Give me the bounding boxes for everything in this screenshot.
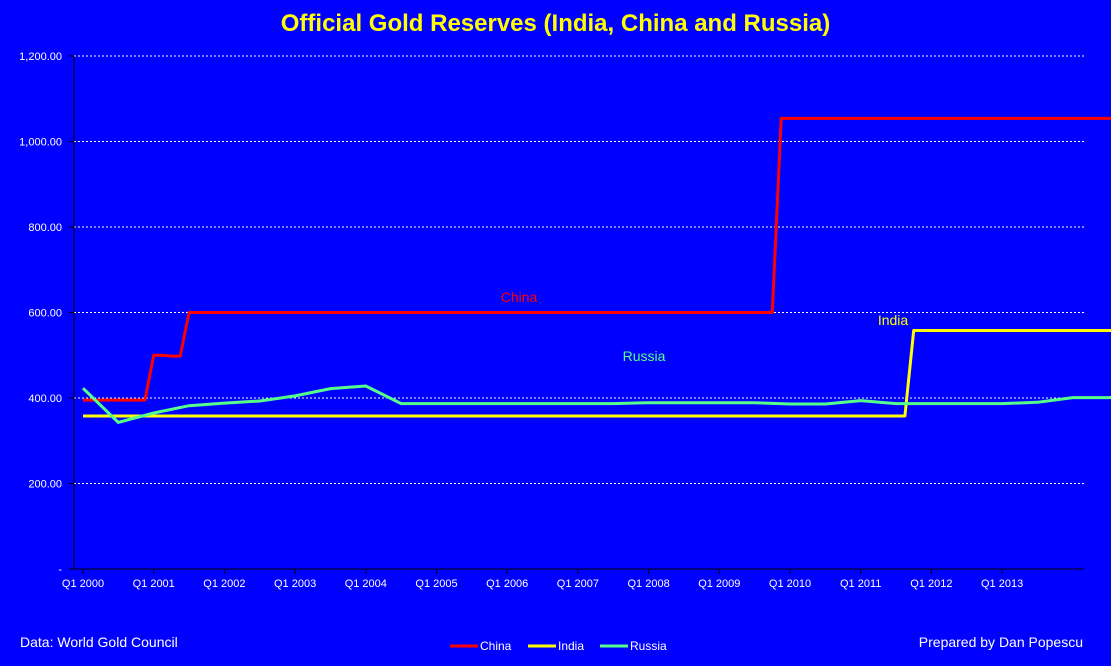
series-layer (81, 116, 1111, 424)
grid-layer (74, 55, 1084, 484)
y-tick-label: 800.00 (28, 222, 62, 234)
x-tick-label: Q1 2004 (345, 578, 387, 590)
series-line-india (83, 329, 1111, 418)
x-tick-label: Q1 2010 (769, 578, 811, 590)
credit-note: Prepared by Dan Popescu (918, 634, 1083, 650)
series-line-russia (81, 384, 1111, 424)
legend-label-china: China (480, 639, 512, 653)
series-line-china (83, 116, 1111, 402)
series-label-russia: Russia (623, 348, 666, 364)
x-tick-label: Q1 2001 (133, 578, 175, 590)
series-label-china: China (501, 289, 538, 305)
x-tick-label: Q1 2006 (486, 578, 528, 590)
x-tick-label: Q1 2005 (415, 578, 457, 590)
y-tick-label: 600.00 (28, 308, 62, 320)
x-tick-label: Q1 2012 (910, 578, 952, 590)
chart-title: Official Gold Reserves (India, China and… (280, 10, 831, 37)
y-tick-label: 400.00 (28, 393, 62, 405)
legend-label-india: India (558, 639, 584, 653)
x-tick-label: Q1 2009 (698, 578, 740, 590)
x-tick-label: Q1 2002 (203, 578, 245, 590)
source-note: Data: World Gold Council (20, 634, 178, 650)
y-tick-label: 200.00 (28, 479, 62, 491)
y-tick-label: 1,200.00 (19, 51, 62, 63)
x-tick-label: Q1 2000 (62, 578, 104, 590)
axis-layer: - 200.00 400.00 600.00 800.00 1,000.00 1,200.0… (19, 51, 1084, 590)
y-tick-label: 1,000.00 (19, 137, 62, 149)
x-tick-label: Q1 2008 (627, 578, 669, 590)
x-tick-label: Q1 2003 (274, 578, 316, 590)
x-tick-label: Q1 2011 (840, 578, 881, 590)
x-tick-label: Q1 2013 (981, 578, 1023, 590)
series-label-india: India (878, 312, 909, 328)
x-tick-label: Q1 2007 (557, 578, 599, 590)
legend-label-russia: Russia (630, 639, 667, 653)
y-tick-label: - (58, 564, 62, 576)
series-label-layer: China India Russia (501, 289, 909, 364)
legend: China India Russia (450, 639, 667, 653)
